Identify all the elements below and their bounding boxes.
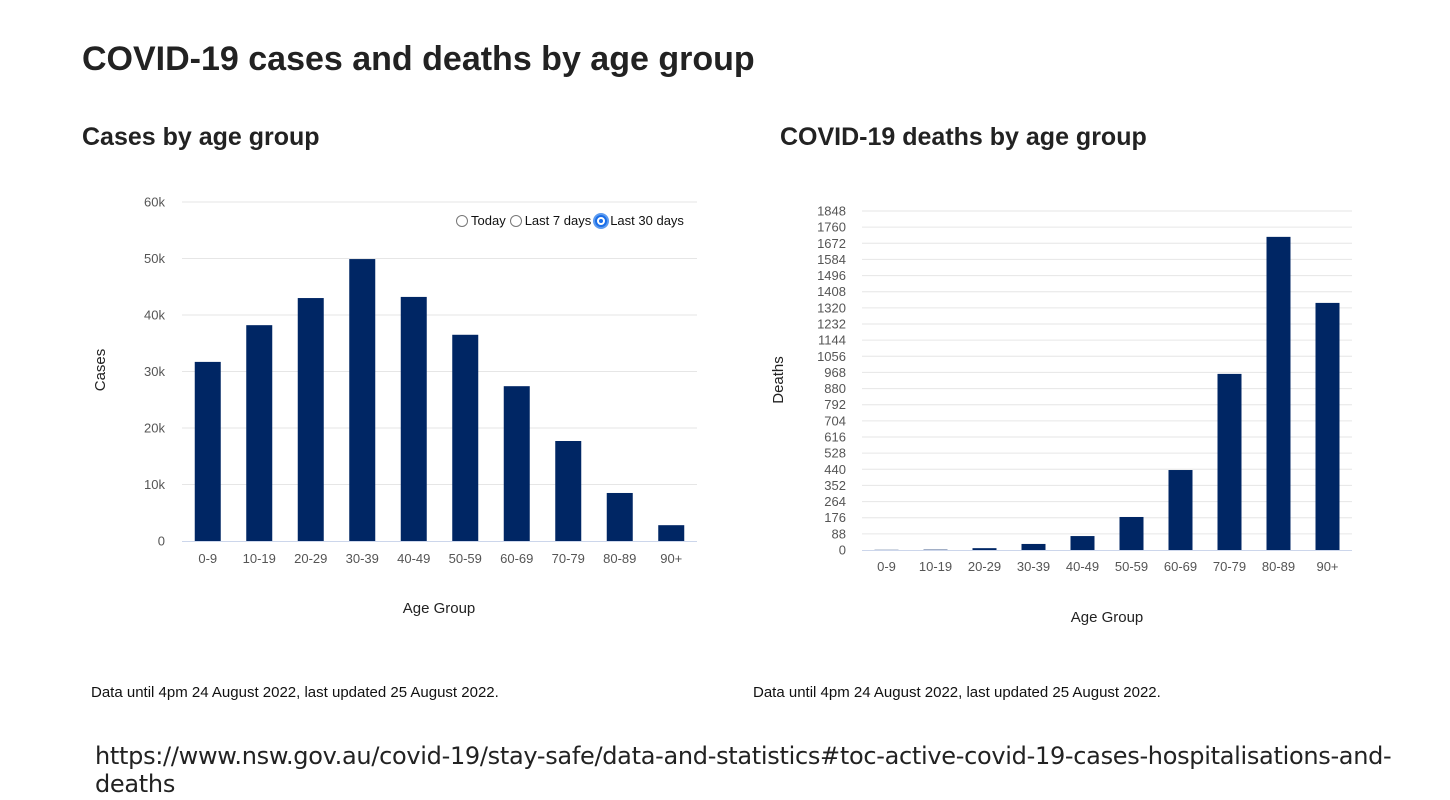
bar-40-49 <box>1070 536 1095 550</box>
x-tick-label: 20-29 <box>294 551 327 566</box>
x-tick-label: 0-9 <box>198 551 217 566</box>
radio-today[interactable]: Today <box>456 213 506 228</box>
bar-0-9 <box>194 361 221 541</box>
x-tick-label: 40-49 <box>397 551 430 566</box>
x-tick-label: 10-19 <box>243 551 276 566</box>
y-tick-label: 30k <box>144 364 165 379</box>
y-tick-label: 1408 <box>817 284 846 299</box>
bar-90+ <box>658 525 685 541</box>
x-tick-label: 50-59 <box>449 551 482 566</box>
bar-60-69 <box>503 386 530 541</box>
y-axis-label: Cases <box>92 349 109 392</box>
x-tick-label: 20-29 <box>968 559 1001 574</box>
y-tick-label: 176 <box>824 510 846 525</box>
x-tick-label: 90+ <box>660 551 682 566</box>
bar-30-39 <box>1021 543 1046 550</box>
bar-90+ <box>1315 302 1340 550</box>
x-tick-label: 10-19 <box>919 559 952 574</box>
x-tick-label: 0-9 <box>877 559 896 574</box>
y-axis-label: Deaths <box>770 356 787 404</box>
cases-heading: Cases by age group <box>82 123 320 151</box>
y-tick-label: 1760 <box>817 220 846 235</box>
y-tick-label: 0 <box>839 543 846 558</box>
bar-80-89 <box>1266 236 1291 550</box>
x-tick-label: 70-79 <box>1213 559 1246 574</box>
y-tick-label: 1672 <box>817 236 846 251</box>
x-axis-label: Age Group <box>403 600 476 617</box>
bar-50-59 <box>1119 516 1144 550</box>
bar-70-79 <box>1217 373 1242 550</box>
x-tick-label: 80-89 <box>1262 559 1295 574</box>
source-url[interactable]: https://www.nsw.gov.au/covid-19/stay-saf… <box>95 742 1392 798</box>
radio-circle[interactable] <box>456 214 468 227</box>
x-tick-label: 70-79 <box>552 551 585 566</box>
x-tick-label: 80-89 <box>603 551 636 566</box>
y-tick-label: 1056 <box>817 349 846 364</box>
bar-10-19 <box>246 325 273 541</box>
x-tick-label: 40-49 <box>1066 559 1099 574</box>
radio-last-30-days[interactable]: Last 30 days <box>595 213 684 228</box>
y-tick-label: 20k <box>144 421 165 436</box>
y-tick-label: 352 <box>824 478 846 493</box>
y-tick-label: 264 <box>824 494 846 509</box>
y-tick-label: 440 <box>824 462 846 477</box>
y-tick-label: 528 <box>824 446 846 461</box>
radio-last-7-days[interactable]: Last 7 days <box>509 213 591 228</box>
deaths-data-note: Data until 4pm 24 August 2022, last upda… <box>753 684 1161 701</box>
y-tick-label: 1320 <box>817 300 846 315</box>
bar-40-49 <box>400 296 427 541</box>
x-tick-label: 30-39 <box>346 551 379 566</box>
y-tick-label: 10k <box>144 477 165 492</box>
x-tick-label: 50-59 <box>1115 559 1148 574</box>
y-tick-label: 1232 <box>817 317 846 332</box>
y-tick-label: 40k <box>144 308 165 323</box>
radio-circle-selected[interactable] <box>595 214 608 227</box>
y-tick-label: 1848 <box>817 204 846 219</box>
bar-20-29 <box>297 298 324 541</box>
page-title: COVID-19 cases and deaths by age group <box>82 40 755 78</box>
y-tick-label: 1144 <box>818 333 846 348</box>
y-tick-label: 968 <box>824 365 846 380</box>
y-tick-label: 50k <box>144 251 165 266</box>
y-tick-label: 88 <box>832 526 846 541</box>
period-radio-group: Today Last 7 days Last 30 days <box>456 213 684 228</box>
x-tick-label: 60-69 <box>500 551 533 566</box>
x-tick-label: 30-39 <box>1017 559 1050 574</box>
y-tick-label: 880 <box>824 381 846 396</box>
cases-data-note: Data until 4pm 24 August 2022, last upda… <box>91 684 499 701</box>
x-axis-label: Age Group <box>1071 609 1144 626</box>
bar-30-39 <box>349 259 376 541</box>
bar-70-79 <box>555 440 582 541</box>
bar-80-89 <box>606 492 633 541</box>
y-tick-label: 1496 <box>817 268 846 283</box>
bar-50-59 <box>452 334 479 541</box>
x-tick-label: 90+ <box>1316 559 1338 574</box>
y-tick-label: 792 <box>824 397 846 412</box>
deaths-heading: COVID-19 deaths by age group <box>780 123 1147 151</box>
bar-60-69 <box>1168 470 1193 550</box>
y-tick-label: 0 <box>158 534 165 549</box>
x-tick-label: 60-69 <box>1164 559 1197 574</box>
bar-20-29 <box>972 548 997 550</box>
radio-circle[interactable] <box>509 214 522 227</box>
y-tick-label: 616 <box>824 430 846 445</box>
y-tick-label: 1584 <box>817 252 846 267</box>
y-tick-label: 704 <box>824 413 846 428</box>
y-tick-label: 60k <box>144 195 165 210</box>
